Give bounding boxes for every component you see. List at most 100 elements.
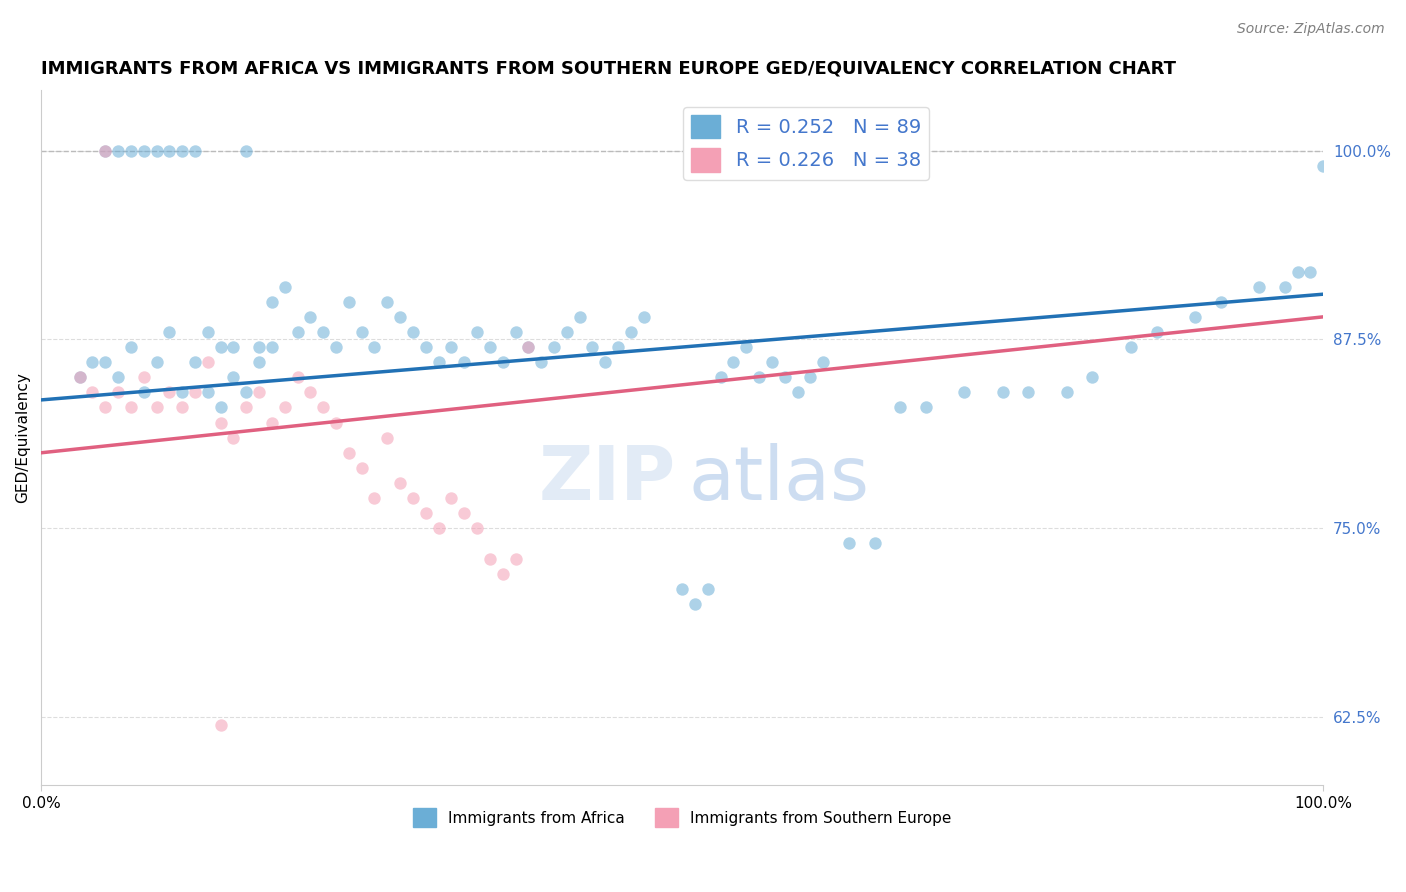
Point — [375, 294, 398, 309]
Point — [222, 340, 245, 354]
Point — [517, 340, 540, 354]
Point — [813, 355, 835, 369]
Text: Source: ZipAtlas.com: Source: ZipAtlas.com — [1237, 22, 1385, 37]
Point — [723, 355, 745, 369]
Point — [453, 506, 475, 520]
Point — [209, 416, 232, 430]
Point — [1209, 294, 1232, 309]
Point — [260, 340, 283, 354]
Point — [1017, 385, 1039, 400]
Point — [402, 491, 425, 505]
Point — [555, 325, 578, 339]
Y-axis label: GED/Equivalency: GED/Equivalency — [15, 372, 30, 503]
Point — [593, 355, 616, 369]
Point — [209, 340, 232, 354]
Point — [197, 355, 219, 369]
Point — [287, 370, 309, 384]
Point — [530, 355, 553, 369]
Point — [440, 491, 463, 505]
Point — [1249, 279, 1271, 293]
Point — [287, 325, 309, 339]
Point — [312, 401, 335, 415]
Point — [773, 370, 796, 384]
Point — [184, 385, 207, 400]
Point — [683, 597, 706, 611]
Point — [350, 325, 373, 339]
Point — [863, 536, 886, 550]
Point — [363, 491, 385, 505]
Point — [107, 385, 129, 400]
Point — [172, 401, 194, 415]
Point — [568, 310, 591, 324]
Point — [914, 401, 936, 415]
Point — [184, 355, 207, 369]
Point — [363, 340, 385, 354]
Point — [838, 536, 860, 550]
Point — [389, 310, 412, 324]
Point — [1146, 325, 1168, 339]
Point — [440, 340, 463, 354]
Point — [607, 340, 630, 354]
Point — [299, 385, 322, 400]
Point — [94, 355, 117, 369]
Point — [312, 325, 335, 339]
Point — [82, 355, 104, 369]
Point — [197, 385, 219, 400]
Point — [415, 340, 437, 354]
Text: IMMIGRANTS FROM AFRICA VS IMMIGRANTS FROM SOUTHERN EUROPE GED/EQUIVALENCY CORREL: IMMIGRANTS FROM AFRICA VS IMMIGRANTS FRO… — [41, 60, 1175, 78]
Point — [492, 355, 515, 369]
Point — [1119, 340, 1142, 354]
Point — [505, 551, 527, 566]
Point — [235, 144, 257, 158]
Point — [1184, 310, 1206, 324]
Point — [157, 385, 180, 400]
Point — [132, 144, 155, 158]
Point — [260, 294, 283, 309]
Point — [209, 401, 232, 415]
Point — [145, 355, 167, 369]
Point — [1286, 264, 1309, 278]
Point — [235, 385, 257, 400]
Point — [132, 370, 155, 384]
Point — [325, 340, 347, 354]
Point — [209, 717, 232, 731]
Point — [325, 416, 347, 430]
Point — [120, 144, 142, 158]
Point — [157, 144, 180, 158]
Text: atlas: atlas — [689, 442, 869, 516]
Point — [543, 340, 565, 354]
Point — [465, 521, 488, 535]
Point — [492, 566, 515, 581]
Point — [222, 431, 245, 445]
Point — [145, 144, 167, 158]
Point — [157, 325, 180, 339]
Point — [889, 401, 911, 415]
Point — [94, 401, 117, 415]
Point — [953, 385, 976, 400]
Point — [991, 385, 1014, 400]
Point — [172, 385, 194, 400]
Point — [94, 144, 117, 158]
Point — [748, 370, 770, 384]
Point — [107, 144, 129, 158]
Point — [260, 416, 283, 430]
Point — [620, 325, 643, 339]
Point — [402, 325, 425, 339]
Point — [235, 401, 257, 415]
Point — [1056, 385, 1078, 400]
Point — [222, 370, 245, 384]
Point — [671, 582, 693, 596]
Point — [247, 385, 270, 400]
Point — [1081, 370, 1104, 384]
Point — [1274, 279, 1296, 293]
Legend: Immigrants from Africa, Immigrants from Southern Europe: Immigrants from Africa, Immigrants from … — [406, 802, 957, 833]
Point — [337, 294, 360, 309]
Point — [1312, 159, 1334, 173]
Point — [465, 325, 488, 339]
Point — [172, 144, 194, 158]
Point — [710, 370, 733, 384]
Point — [132, 385, 155, 400]
Point — [69, 370, 91, 384]
Point — [120, 401, 142, 415]
Point — [581, 340, 603, 354]
